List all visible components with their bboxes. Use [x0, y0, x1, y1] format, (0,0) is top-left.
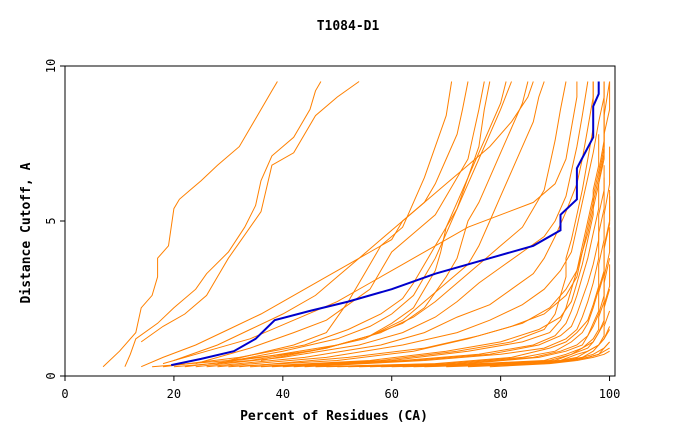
series-line-15 — [260, 81, 594, 368]
series-line-3 — [141, 81, 469, 368]
series-line-20 — [315, 146, 611, 368]
series-line-21 — [326, 190, 611, 368]
series-line-19 — [304, 177, 605, 368]
series-line-24 — [359, 258, 611, 368]
x-tick-label-5: 80 — [493, 387, 507, 401]
series-line-36 — [228, 81, 453, 361]
x-tick-label-3: 40 — [276, 387, 290, 401]
series-line-5 — [152, 81, 545, 368]
series-line-37 — [173, 81, 534, 361]
series-line-1 — [102, 81, 278, 368]
series-line-14 — [250, 134, 600, 368]
y-tick-label-3: 10 — [44, 59, 58, 73]
series-line-26 — [380, 289, 611, 368]
series-line-29 — [413, 329, 611, 368]
series-line-35 — [217, 81, 507, 365]
series-line-39 — [260, 81, 491, 361]
x-tick-label-2: 20 — [167, 387, 181, 401]
series-line-11 — [217, 81, 605, 368]
series-line-34 — [195, 81, 485, 365]
x-tick-label-6: 100 — [599, 387, 621, 401]
series-line-18 — [293, 165, 605, 368]
x-axis-label: Percent of Residues (CA) — [240, 409, 428, 424]
series-layer — [102, 81, 611, 368]
series-line-4 — [140, 81, 360, 343]
x-axis: 0 20 40 60 80 100 — [61, 376, 620, 401]
series-line-23 — [348, 227, 611, 368]
y-tick-label-2: 5 — [44, 217, 58, 224]
series-line-2 — [124, 81, 322, 367]
series-line-12 — [228, 81, 611, 368]
series-line-38 — [162, 81, 578, 365]
series-line-17 — [282, 81, 605, 368]
series-line-6 — [162, 81, 512, 368]
y-tick-label-1: 0 — [44, 372, 58, 379]
plot-frame — [64, 65, 616, 377]
y-axis-label: Distance Cutoff, A — [19, 162, 34, 303]
series-line-10 — [206, 81, 594, 368]
series-line-9 — [195, 81, 589, 368]
x-tick-label-4: 60 — [385, 387, 399, 401]
highlight-layer — [170, 81, 600, 367]
highlight-series-line — [170, 81, 600, 367]
series-line-33 — [489, 350, 610, 368]
y-axis: 0 5 10 — [44, 59, 65, 380]
chart-title: T1084-D1 — [317, 19, 380, 34]
x-tick-label-1: 0 — [61, 387, 68, 401]
series-line-16 — [271, 81, 611, 368]
series-line-13 — [239, 109, 605, 368]
series-line-22 — [337, 196, 611, 368]
